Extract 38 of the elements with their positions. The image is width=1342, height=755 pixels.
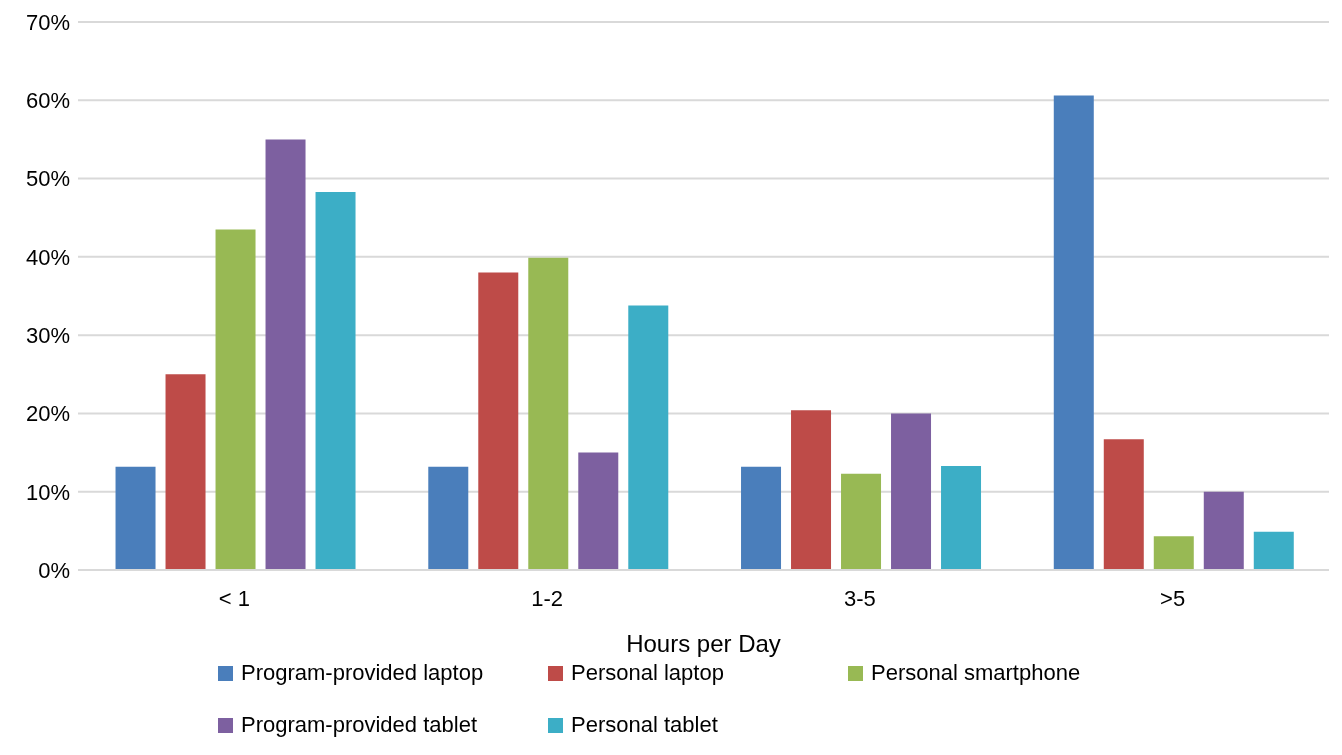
bar	[115, 466, 156, 570]
bar	[265, 139, 306, 570]
x-tick-label: < 1	[218, 585, 250, 611]
y-tick-label: 20%	[25, 401, 70, 427]
bar	[841, 473, 882, 570]
y-tick-label: 10%	[25, 479, 70, 505]
bar	[215, 229, 256, 570]
bar	[1053, 95, 1094, 570]
bar	[628, 305, 669, 570]
y-tick-label: 70%	[25, 9, 70, 35]
x-tick-label: 1-2	[531, 585, 564, 611]
bar	[315, 191, 356, 570]
y-tick-label: 30%	[25, 322, 70, 348]
legend-label: Personal laptop	[571, 660, 724, 686]
bar	[891, 413, 932, 570]
y-tick-label: 50%	[25, 166, 70, 192]
bar	[165, 374, 206, 570]
legend-label: Program-provided laptop	[241, 660, 484, 686]
legend-label: Personal tablet	[571, 712, 718, 738]
bar	[428, 466, 469, 570]
bar	[791, 410, 832, 570]
bar	[941, 465, 982, 570]
bar	[1103, 439, 1144, 570]
bar	[528, 257, 569, 570]
bar	[1253, 531, 1294, 570]
x-axis-title: Hours per Day	[626, 630, 781, 657]
bar	[1203, 491, 1244, 570]
bar	[578, 452, 619, 570]
bar	[478, 272, 519, 570]
y-tick-label: 40%	[25, 244, 70, 270]
x-tick-label: >5	[1160, 585, 1186, 611]
legend-label: Program-provided tablet	[241, 712, 478, 738]
y-tick-label: 60%	[25, 88, 70, 114]
x-tick-label: 3-5	[843, 585, 876, 611]
y-tick-label: 0%	[38, 557, 70, 583]
legend-label: Personal smartphone	[871, 660, 1081, 686]
bar	[741, 466, 782, 570]
bar	[1153, 536, 1194, 570]
